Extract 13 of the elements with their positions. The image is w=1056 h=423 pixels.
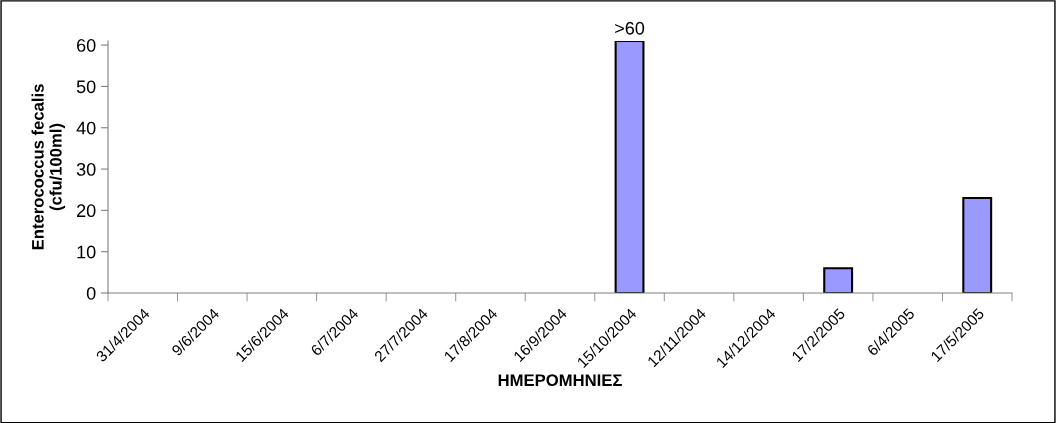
y-tick-label: 20 — [77, 204, 96, 218]
y-tick-label: 60 — [77, 39, 96, 52]
data-label: >60 — [615, 21, 645, 35]
y-tick-label: 10 — [77, 245, 96, 259]
x-axis-title: ΗΜΕΡΟΜΗΝΙΕΣ — [498, 374, 622, 387]
bar — [962, 196, 993, 293]
y-axis-title: Enterococcus fecalis (cfu/100ml) — [31, 84, 65, 250]
bar — [614, 41, 645, 293]
y-tick-label: 50 — [76, 80, 96, 94]
y-tick-label: 0 — [86, 286, 96, 300]
bar — [823, 267, 854, 293]
y-tick-label: 30 — [76, 163, 96, 176]
y-tick-label: 40 — [76, 121, 96, 135]
